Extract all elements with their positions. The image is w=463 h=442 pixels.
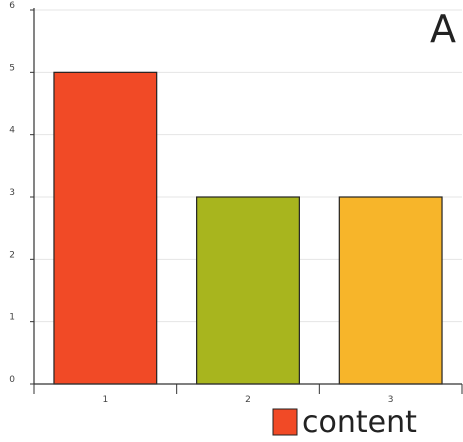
bar-1 (53, 71, 158, 385)
legend: content (272, 405, 417, 440)
x-tick-label: 2 (245, 395, 251, 405)
x-tick-label: 1 (102, 395, 108, 405)
legend-swatch (272, 408, 298, 436)
x-ticks: 1 2 3 (33, 384, 463, 405)
x-tick-label: 3 (388, 395, 394, 405)
bar-3 (338, 196, 443, 385)
y-tick-label: 0 (9, 375, 15, 385)
bars (53, 71, 443, 385)
y-tick-label: 1 (9, 313, 15, 323)
legend-label: content (302, 405, 417, 440)
y-tick-label: 5 (9, 63, 15, 73)
panel-label: A (430, 7, 456, 51)
bar-2 (196, 196, 300, 385)
y-tick-label: 4 (9, 126, 15, 136)
y-tick-label: 3 (9, 188, 15, 198)
y-ticks: 0 1 2 3 4 5 6 (9, 1, 34, 385)
y-tick-label: 2 (9, 250, 15, 260)
y-tick-label: 6 (9, 1, 15, 11)
